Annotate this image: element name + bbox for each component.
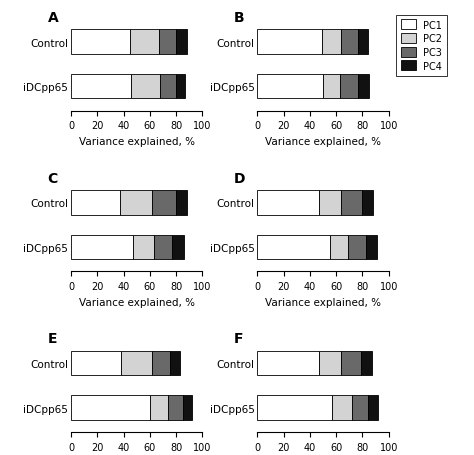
Bar xyxy=(168,395,182,420)
Bar xyxy=(172,235,184,260)
Bar xyxy=(159,30,176,55)
Text: C: C xyxy=(47,171,58,185)
Bar xyxy=(257,235,329,260)
Text: E: E xyxy=(47,332,57,345)
Bar xyxy=(348,235,366,260)
Bar xyxy=(160,75,176,99)
Bar xyxy=(71,30,130,55)
X-axis label: Variance explained, %: Variance explained, % xyxy=(265,297,381,307)
Bar xyxy=(257,191,319,215)
Text: B: B xyxy=(234,11,245,25)
Bar xyxy=(257,75,323,99)
Bar xyxy=(257,395,332,420)
Bar xyxy=(121,351,153,376)
Bar xyxy=(319,191,341,215)
Bar xyxy=(363,191,373,215)
Text: A: A xyxy=(47,11,58,25)
Bar xyxy=(319,351,341,376)
Bar xyxy=(133,235,154,260)
Bar xyxy=(71,75,131,99)
Bar xyxy=(358,75,369,99)
Bar xyxy=(71,235,133,260)
Bar xyxy=(182,395,192,420)
Bar xyxy=(153,191,176,215)
Bar xyxy=(71,395,150,420)
Bar xyxy=(368,395,378,420)
Text: F: F xyxy=(234,332,243,345)
Bar xyxy=(71,191,119,215)
Bar xyxy=(154,235,172,260)
Bar xyxy=(150,395,168,420)
Bar xyxy=(71,351,121,376)
Bar xyxy=(341,351,361,376)
Legend: PC1, PC2, PC3, PC4: PC1, PC2, PC3, PC4 xyxy=(396,15,447,76)
Bar xyxy=(329,235,348,260)
X-axis label: Variance explained, %: Variance explained, % xyxy=(265,136,381,147)
X-axis label: Variance explained, %: Variance explained, % xyxy=(79,297,195,307)
Bar xyxy=(322,30,341,55)
Bar xyxy=(257,351,319,376)
Bar xyxy=(352,395,368,420)
Bar xyxy=(361,351,372,376)
Bar xyxy=(176,75,185,99)
Bar xyxy=(340,75,358,99)
Bar xyxy=(257,30,322,55)
Bar xyxy=(176,191,187,215)
Bar xyxy=(130,30,159,55)
Bar xyxy=(153,351,170,376)
Bar xyxy=(366,235,377,260)
Bar xyxy=(323,75,340,99)
Bar xyxy=(332,395,352,420)
Bar xyxy=(170,351,180,376)
Bar xyxy=(176,30,187,55)
Text: D: D xyxy=(234,171,246,185)
Bar xyxy=(119,191,153,215)
X-axis label: Variance explained, %: Variance explained, % xyxy=(79,136,195,147)
Bar xyxy=(131,75,160,99)
Bar xyxy=(341,30,358,55)
Bar xyxy=(341,191,363,215)
Bar xyxy=(358,30,368,55)
